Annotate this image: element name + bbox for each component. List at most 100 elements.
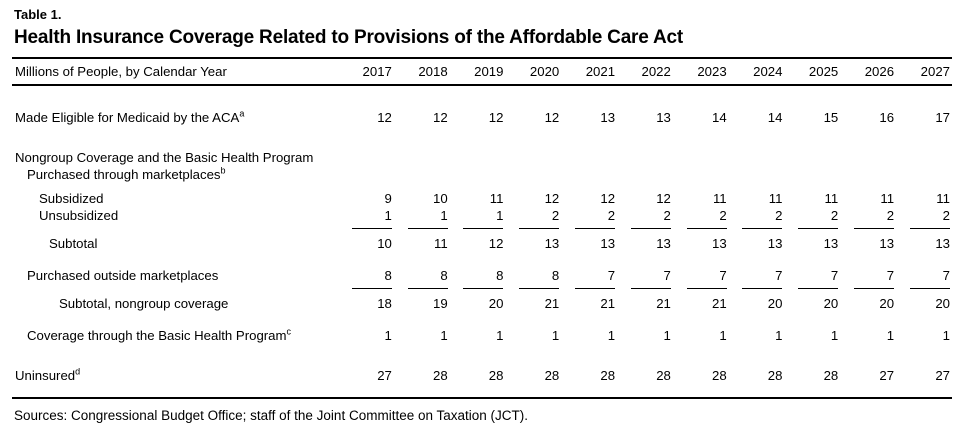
sum-rule-cell — [450, 284, 506, 293]
value-cell: 20 — [879, 296, 895, 311]
table-row: Coverage through the Basic Health Progra… — [12, 312, 952, 344]
table-head: Millions of People, by Calendar Year 201… — [12, 57, 952, 86]
value-cell: 8 — [440, 268, 448, 283]
value-cell: 21 — [711, 296, 727, 311]
value-cell: 12 — [433, 110, 448, 125]
sum-rule-cell — [561, 224, 617, 233]
value-cell — [784, 126, 840, 166]
summation-rule — [798, 228, 839, 229]
year-column-header: 2022 — [617, 57, 673, 86]
value-cell: 13 — [600, 110, 616, 125]
value-cell: 11 — [489, 191, 504, 206]
value-cell: 19 — [433, 296, 448, 311]
sum-rule-spacer — [12, 224, 338, 233]
value-cell: 27 — [377, 368, 392, 383]
value-cell: 28 — [711, 368, 727, 383]
row-label: Nongroup Coverage and the Basic Health P… — [12, 126, 338, 166]
value-cell: 13 — [656, 110, 671, 125]
value-cell: 12 — [656, 191, 671, 206]
value-cell: 7 — [886, 268, 895, 283]
value-cell: 28 — [823, 368, 839, 383]
value-cell: 27 — [935, 368, 950, 383]
value-cell: 2 — [942, 208, 950, 223]
value-cell: 11 — [936, 191, 950, 206]
footnote-marker: d — [75, 366, 81, 377]
value-cell — [896, 126, 952, 166]
header-row: Millions of People, by Calendar Year 201… — [12, 57, 952, 86]
row-label-text: Uninsured — [15, 368, 76, 383]
table-row: Purchased outside marketplaces 8 8 8 8 7 7 7 7 7 7… — [12, 252, 952, 284]
value-cell: 1 — [830, 328, 839, 343]
table-row: Subsidized 9 10 11 12 12 12 11 11 11 11 11 — [12, 183, 952, 207]
sum-rule-cell — [617, 284, 673, 293]
value-cell: 1 — [496, 208, 504, 223]
value-cell — [784, 166, 840, 183]
value-cell: 11 — [433, 236, 448, 251]
value-cell: 2 — [663, 208, 671, 223]
value-cell: 1 — [440, 208, 448, 223]
sum-rule-cell — [784, 284, 840, 293]
footnote-marker: c — [286, 326, 292, 337]
row-label-text: Purchased outside marketplaces — [27, 268, 219, 283]
table-number: Table 1. — [14, 7, 62, 22]
value-cell: 7 — [607, 268, 616, 283]
summation-rule — [463, 228, 504, 229]
value-cell — [840, 126, 896, 166]
row-label-text: Subtotal, nongroup coverage — [59, 296, 229, 311]
year-column-header: 2021 — [561, 57, 618, 86]
year-column-header: 2017 — [338, 57, 394, 86]
value-cell: 2 — [886, 208, 895, 223]
value-cell: 8 — [496, 268, 504, 283]
coverage-table: Millions of People, by Calendar Year 201… — [12, 57, 952, 399]
value-cell — [450, 126, 506, 166]
value-cell: 7 — [942, 268, 950, 283]
value-cell: 13 — [879, 236, 895, 251]
summation-rule — [910, 228, 950, 229]
year-column-header: 2018 — [393, 57, 450, 86]
value-cell: 21 — [544, 296, 560, 311]
value-cell: 13 — [823, 236, 839, 251]
row-label: Coverage through the Basic Health Progra… — [12, 312, 338, 344]
value-cell: 13 — [767, 236, 783, 251]
value-cell: 13 — [600, 236, 616, 251]
value-cell: 1 — [942, 328, 950, 343]
row-label: Purchased through marketplacesb — [12, 166, 338, 183]
sum-rule-cell — [505, 224, 561, 233]
row-label-text: Purchased through marketplaces — [27, 167, 221, 182]
sum-rule-cell — [450, 224, 506, 233]
sum-rule-spacer — [12, 284, 338, 293]
sum-rule-cell — [338, 224, 394, 233]
value-cell: 28 — [767, 368, 783, 383]
value-cell: 1 — [719, 328, 727, 343]
value-cell — [673, 166, 729, 183]
row-label: Subtotal — [12, 233, 338, 252]
row-label-text: Subtotal — [49, 236, 98, 251]
row-label: Subtotal, nongroup coverage — [12, 293, 338, 312]
table-row: Nongroup Coverage and the Basic Health P… — [12, 126, 952, 166]
summation-rule — [407, 228, 448, 229]
table-title: Health Insurance Coverage Related to Pro… — [14, 27, 684, 48]
value-cell: 1 — [775, 328, 783, 343]
value-cell: 2 — [551, 208, 560, 223]
value-cell: 20 — [823, 296, 839, 311]
value-cell: 12 — [544, 110, 560, 125]
table-body: Made Eligible for Medicaid by the ACAa 12… — [12, 85, 952, 398]
value-cell: 9 — [384, 191, 392, 206]
summation-rule — [630, 228, 671, 229]
value-cell: 1 — [886, 328, 895, 343]
value-cell: 13 — [711, 236, 727, 251]
value-cell: 1 — [384, 208, 392, 223]
value-cell: 1 — [663, 328, 671, 343]
value-cell: 21 — [656, 296, 671, 311]
value-cell: 7 — [663, 268, 671, 283]
summation-rule — [854, 228, 895, 229]
value-cell: 28 — [544, 368, 560, 383]
sum-rule-row — [12, 224, 952, 233]
value-cell: 11 — [712, 191, 727, 206]
year-column-header: 2020 — [505, 57, 562, 86]
value-cell: 2 — [775, 208, 783, 223]
summation-rule — [519, 228, 560, 229]
summation-rule — [351, 228, 392, 229]
table-row: Made Eligible for Medicaid by the ACAa 12… — [12, 85, 952, 126]
summation-rule — [686, 228, 727, 229]
